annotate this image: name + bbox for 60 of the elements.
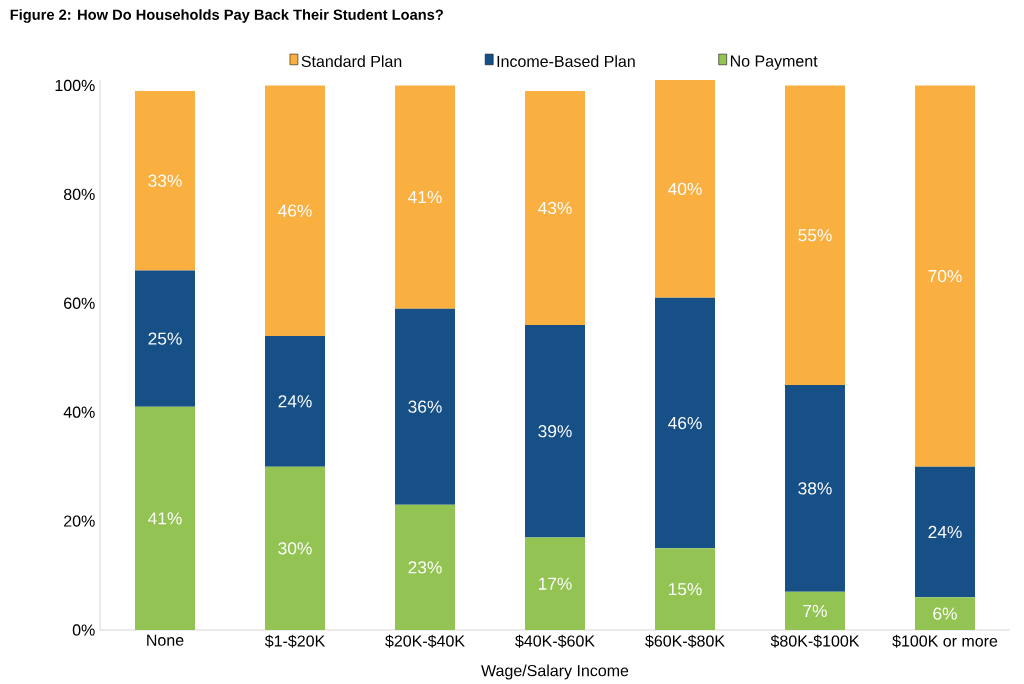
x-axis-title: Wage/Salary Income <box>481 664 629 680</box>
bar <box>655 548 715 631</box>
bar <box>265 335 325 467</box>
data-label: 41% <box>148 512 182 525</box>
x-tick-label: $1-$20K <box>264 634 326 648</box>
legend-label: Standard Plan <box>301 55 402 68</box>
chart-title: Figure 2: How Do Households Pay Back Their Student Loans? <box>10 9 443 23</box>
data-label: 70% <box>928 269 962 283</box>
data-label: 41% <box>408 191 442 204</box>
data-label: 46% <box>278 204 312 217</box>
bar <box>915 85 975 467</box>
data-label: 46% <box>668 416 702 430</box>
data-label: 24% <box>928 525 962 539</box>
bar <box>785 85 845 385</box>
bar <box>785 384 845 592</box>
data-label: 38% <box>798 482 832 495</box>
bar <box>395 504 455 631</box>
legend-label: No Payment <box>730 55 818 70</box>
bar <box>525 325 585 538</box>
legend-label: Income-Based Plan <box>497 55 635 68</box>
y-tick-label: 20% <box>64 515 95 527</box>
bar <box>395 85 455 309</box>
bar <box>265 466 325 631</box>
y-tick-label: 100% <box>55 79 95 92</box>
data-label: 33% <box>148 174 182 187</box>
bar <box>395 308 455 505</box>
data-label: 30% <box>278 542 312 555</box>
x-tick-label: $20K-$40K <box>385 634 465 648</box>
y-tick-label: 80% <box>63 188 95 201</box>
data-label: 6% <box>933 607 957 620</box>
data-label: 36% <box>408 400 442 413</box>
bar <box>525 537 585 631</box>
bar <box>135 406 196 631</box>
y-tick-label: 60% <box>64 297 95 309</box>
bar <box>655 297 715 549</box>
bar <box>135 270 196 407</box>
bar <box>785 591 845 631</box>
data-label: 39% <box>538 425 572 438</box>
bar <box>265 85 325 336</box>
x-tick-label: $60K-$80K <box>645 634 725 648</box>
x-tick-label: $80K-$100K <box>770 634 860 648</box>
bar <box>915 597 975 631</box>
data-label: 43% <box>538 201 572 215</box>
bar <box>525 90 585 326</box>
data-label: 55% <box>798 229 832 242</box>
bar <box>655 80 715 298</box>
x-tick-label: None <box>147 634 184 646</box>
bar <box>915 466 975 598</box>
data-label: 24% <box>278 395 312 408</box>
bar <box>135 90 196 271</box>
data-label: 23% <box>408 561 442 574</box>
x-tick-label: $100K or more <box>892 634 998 648</box>
data-label: 7% <box>803 604 827 618</box>
y-tick-label: 0% <box>72 624 95 636</box>
data-label: 25% <box>148 332 182 345</box>
data-label: 17% <box>538 577 572 590</box>
x-tick-label: $40K-$60K <box>515 634 595 648</box>
y-tick-label: 40% <box>63 406 95 418</box>
data-label: 15% <box>668 583 702 596</box>
data-label: 40% <box>668 182 702 196</box>
